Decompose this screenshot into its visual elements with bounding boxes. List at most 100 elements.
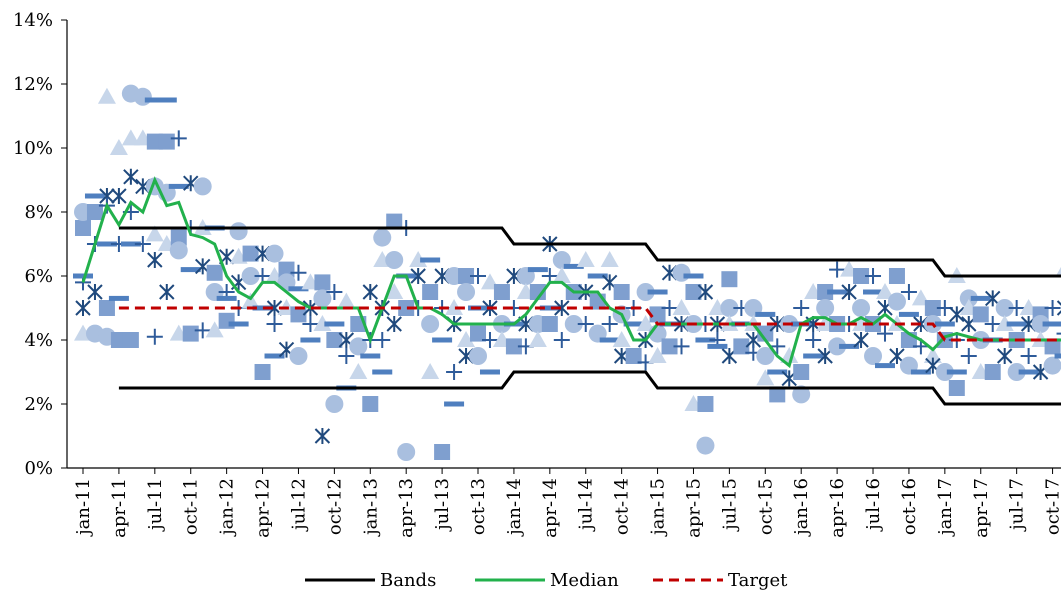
scatter-point xyxy=(505,338,522,355)
scatter-point xyxy=(349,337,368,356)
legend-bands-label: Bands xyxy=(380,570,436,591)
scatter-point xyxy=(422,284,439,300)
scatter-point xyxy=(290,306,307,323)
scatter-point xyxy=(288,286,309,292)
scatter-point xyxy=(86,204,103,220)
scatter-point xyxy=(672,263,691,282)
x-tick-label: jan-14 xyxy=(504,478,525,537)
scatter-point xyxy=(672,299,691,315)
scatter-point xyxy=(194,322,211,339)
target-line xyxy=(118,306,1061,342)
scatter-point xyxy=(108,295,129,301)
scatter-point xyxy=(803,353,824,359)
scatter-point xyxy=(434,444,451,460)
scatter-point xyxy=(613,284,630,300)
scatter-point xyxy=(828,337,847,356)
median-series xyxy=(81,176,1061,369)
scatter-point xyxy=(1042,321,1061,327)
scatter-point xyxy=(636,283,655,301)
scatter-point xyxy=(995,315,1014,331)
scatter-point xyxy=(697,396,714,412)
scatter-point xyxy=(97,87,116,104)
scatter-point xyxy=(469,347,488,365)
scatter-point xyxy=(864,347,883,365)
scatter-point xyxy=(946,369,967,375)
scatter-point xyxy=(683,273,704,279)
scatter-point xyxy=(587,273,608,279)
scatter-point xyxy=(313,315,332,331)
y-tick-label: 0% xyxy=(24,458,53,479)
y-tick-label: 8% xyxy=(24,202,53,223)
scatter-point xyxy=(289,347,308,365)
legend-median-label: Median xyxy=(550,570,619,591)
x-tick-label: jan-17 xyxy=(935,478,956,537)
scatter-point xyxy=(156,97,177,103)
scatter-point xyxy=(554,300,570,316)
scatter-point xyxy=(769,386,786,403)
scatter-point xyxy=(362,396,379,412)
scatter-point xyxy=(193,177,212,196)
scatter-point xyxy=(577,316,594,332)
x-tick-label: jul-16 xyxy=(863,478,884,532)
scatter-point xyxy=(948,380,965,396)
scatter-point xyxy=(792,385,811,404)
scatter-point xyxy=(479,369,500,375)
scatter-point xyxy=(432,337,453,343)
scatter-point xyxy=(647,289,668,295)
scatter-point xyxy=(970,295,991,301)
scatter-point xyxy=(612,331,631,347)
scatter-point xyxy=(949,306,965,323)
scatter-point xyxy=(539,305,560,311)
scatter-point xyxy=(1020,348,1037,364)
scatter-point xyxy=(756,369,775,386)
scatter-point xyxy=(853,268,870,284)
scatter-point xyxy=(123,168,139,185)
y-tick-label: 12% xyxy=(13,74,53,95)
scatter-point xyxy=(827,289,848,295)
scatter-point xyxy=(817,284,834,300)
x-tick-label: oct-13 xyxy=(468,478,489,535)
x-tick-label: apr-14 xyxy=(540,478,561,538)
scatter-point xyxy=(673,338,690,355)
scatter-point xyxy=(326,284,343,300)
x-axis: jan-11 apr-11 jul-11 oct-11 jan-12 apr-12 jul-… xyxy=(67,467,1061,538)
scatter-point xyxy=(696,436,715,455)
scatter-point xyxy=(1056,332,1061,335)
scatter-point xyxy=(326,332,343,348)
scatter-point xyxy=(959,289,978,308)
scatter-point xyxy=(805,332,822,348)
scatter-point xyxy=(934,321,955,327)
scatter-point xyxy=(707,343,728,349)
scatter-point xyxy=(839,343,860,349)
scatter-point xyxy=(470,268,487,284)
scatter-point xyxy=(648,347,667,363)
scatter-point xyxy=(372,369,393,375)
scatter-points xyxy=(73,84,1061,461)
scatter-point xyxy=(338,348,355,364)
y-tick-label: 14% xyxy=(13,10,53,31)
scatter-point xyxy=(661,338,678,355)
scatter-point xyxy=(169,241,188,260)
scatter-point xyxy=(755,311,776,317)
scatter-point xyxy=(84,193,105,199)
scatter-point xyxy=(636,315,655,331)
x-tick-label: oct-14 xyxy=(612,478,633,535)
scatter-point xyxy=(695,337,716,343)
scatter-point xyxy=(1008,300,1025,316)
scatter-point xyxy=(300,337,321,343)
scatter-point xyxy=(923,347,942,363)
scatter-point xyxy=(96,241,117,247)
scatter-point xyxy=(266,316,283,332)
scatter-point xyxy=(241,267,260,285)
scatter-point xyxy=(1056,300,1061,316)
scatter-point xyxy=(457,331,476,347)
scatter-point xyxy=(888,268,905,284)
x-tick-label: jul-11 xyxy=(145,478,166,532)
y-tick-label: 2% xyxy=(24,394,53,415)
scatter-point xyxy=(324,321,345,327)
scatter-point xyxy=(863,289,884,295)
scatter-point xyxy=(1044,338,1061,355)
scatter-point xyxy=(470,325,487,342)
scatter-point xyxy=(362,284,378,300)
